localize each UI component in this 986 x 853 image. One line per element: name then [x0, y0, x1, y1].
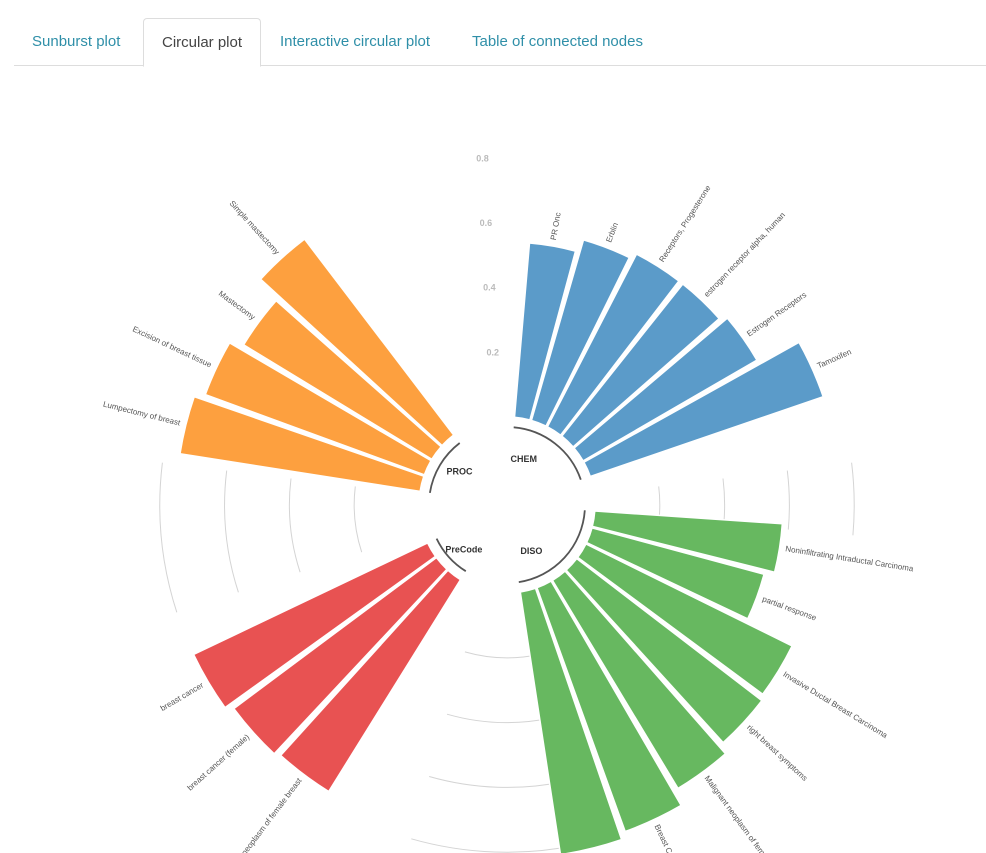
bar [591, 510, 784, 574]
grid-arc-3-1 [786, 470, 790, 530]
bar [259, 238, 455, 447]
bar [536, 580, 683, 833]
bar [279, 569, 462, 793]
grid-arc-4-3 [159, 462, 178, 613]
bar-label: Erblin [604, 221, 620, 243]
bar-label: Noninfiltrating Intraductal Carcinoma [785, 544, 915, 573]
grid-arc-3-3 [224, 470, 239, 593]
bar [576, 542, 794, 696]
bar [242, 299, 443, 461]
bar-label: Receptors, Progesterone [657, 183, 713, 263]
grid-arc-1-2 [464, 651, 539, 659]
bar-label: Lumpectomy of breast [102, 400, 182, 428]
group-arc-precode [435, 538, 467, 572]
bar [513, 242, 577, 421]
bar [582, 341, 825, 478]
tab-table-of-connected-nodes[interactable]: Table of connected nodes [472, 33, 643, 50]
group-arc-diso [518, 510, 586, 583]
group-label-chem: CHEM [511, 454, 538, 464]
grid-arc-4-2 [411, 838, 580, 853]
bar [551, 570, 727, 790]
tab-sunburst-plot[interactable]: Sunburst plot [32, 33, 121, 50]
grid-arc-2-3 [288, 478, 301, 573]
bar-label: Breast Carcinoma [653, 823, 688, 853]
axis-tick-label: 0.6 [480, 218, 493, 228]
axis-tick-label: 0.2 [486, 347, 499, 357]
bar-label: malignant neoplasm of female breast [217, 776, 304, 853]
tab-bar: Sunburst plot Circular plot Interactive … [14, 18, 986, 67]
group-label-diso: DISO [520, 546, 542, 556]
grid-arc-2-2 [446, 713, 553, 724]
bar-label: Tamoxifen [816, 347, 853, 370]
bar-label: Simple mastectomy [228, 199, 282, 257]
bar [179, 395, 425, 493]
bar [530, 238, 631, 428]
grid-arc-4-1 [851, 462, 855, 536]
bar-label: PR Onc [549, 212, 563, 241]
bar [565, 557, 763, 744]
bar [519, 587, 623, 853]
grid-arc-1-1 [658, 486, 661, 519]
bar-label: Estrogen Receptors [745, 290, 808, 338]
axis-tick-label: 0.8 [476, 153, 489, 163]
group-arc-proc [429, 442, 461, 494]
bar [546, 253, 680, 437]
bar-label: Invasive Ductal Breast Carcinoma [781, 670, 889, 741]
bar [192, 541, 437, 709]
axis-tick-label: 0.4 [483, 283, 496, 293]
bar-label: breast cancer (female) [186, 732, 252, 792]
bar [232, 556, 448, 755]
bar [585, 526, 765, 620]
bar [204, 341, 433, 476]
bar-label: Mastectomy [217, 289, 257, 322]
bar-label: partial response [761, 594, 818, 622]
group-label-precode: PreCode [445, 545, 482, 555]
bar-label: estrogen receptor alpha, human [702, 211, 787, 299]
bar-label: Malignant neoplasm of female breast [703, 774, 788, 853]
grid-arc-1-3 [353, 486, 363, 553]
tab-interactive-circular-plot[interactable]: Interactive circular plot [280, 33, 431, 50]
bar [560, 282, 721, 448]
grid-arc-2-1 [722, 478, 726, 525]
bar-label: right breast symptoms [745, 723, 809, 783]
bar-label: Excision of breast tissue [131, 325, 213, 370]
bar-label: breast cancer [159, 680, 206, 713]
group-label-proc: PROC [446, 467, 473, 477]
group-arc-chem [513, 426, 582, 480]
grid-arc-3-2 [429, 776, 566, 788]
tab-circular-plot[interactable]: Circular plot [143, 18, 262, 67]
bar [573, 317, 758, 462]
